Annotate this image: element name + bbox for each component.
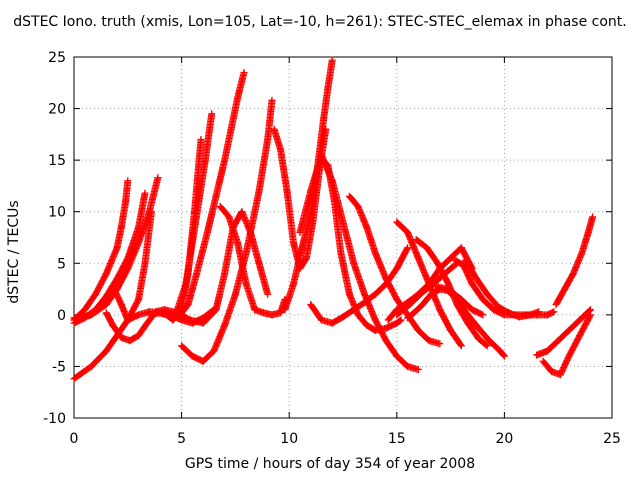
data-point: [482, 341, 490, 349]
x-tick-label: 0: [70, 431, 79, 447]
data-point: [589, 213, 597, 221]
data-point: [197, 136, 205, 144]
y-tick-label: 15: [48, 153, 66, 169]
data-point: [397, 316, 405, 324]
data-point: [154, 174, 162, 182]
data-point: [586, 312, 594, 320]
x-tick-label: 20: [495, 431, 513, 447]
y-tick-label: -5: [52, 359, 66, 375]
data-point: [457, 342, 465, 350]
y-tick-label: 25: [48, 50, 66, 66]
data-point: [268, 96, 276, 104]
data-point: [483, 342, 491, 350]
data-point: [328, 56, 336, 64]
data-point: [147, 208, 155, 216]
chart-title: dSTEC Iono. truth (xmis, Lon=105, Lat=-1…: [13, 14, 627, 30]
data-point: [550, 308, 558, 316]
y-tick-label: 10: [48, 205, 66, 221]
x-axis-label: GPS time / hours of day 354 of year 2008: [184, 456, 476, 472]
data-markers: [70, 56, 597, 383]
data-point: [141, 189, 149, 197]
data-point: [264, 290, 272, 298]
x-tick-label: 15: [388, 431, 406, 447]
data-point: [586, 311, 594, 319]
data-point: [456, 341, 464, 349]
data-point: [414, 366, 422, 374]
data-point: [403, 245, 411, 253]
data-point: [240, 68, 248, 76]
x-tick-label: 10: [280, 431, 298, 447]
y-tick-label: 0: [57, 308, 66, 324]
y-tick-label: -10: [43, 411, 66, 427]
y-tick-label: 5: [57, 256, 66, 272]
data-point: [500, 351, 508, 359]
x-tick-label: 5: [177, 431, 186, 447]
y-tick-label: 20: [48, 102, 66, 118]
data-point: [404, 244, 412, 252]
data-point: [479, 311, 487, 319]
data-point: [208, 110, 216, 118]
data-point: [396, 317, 404, 325]
data-point: [124, 177, 132, 185]
data-point: [500, 352, 508, 360]
data-point: [535, 308, 543, 316]
x-tick-label: 25: [603, 431, 621, 447]
plot-border: [73, 56, 613, 419]
data-point: [436, 340, 444, 348]
